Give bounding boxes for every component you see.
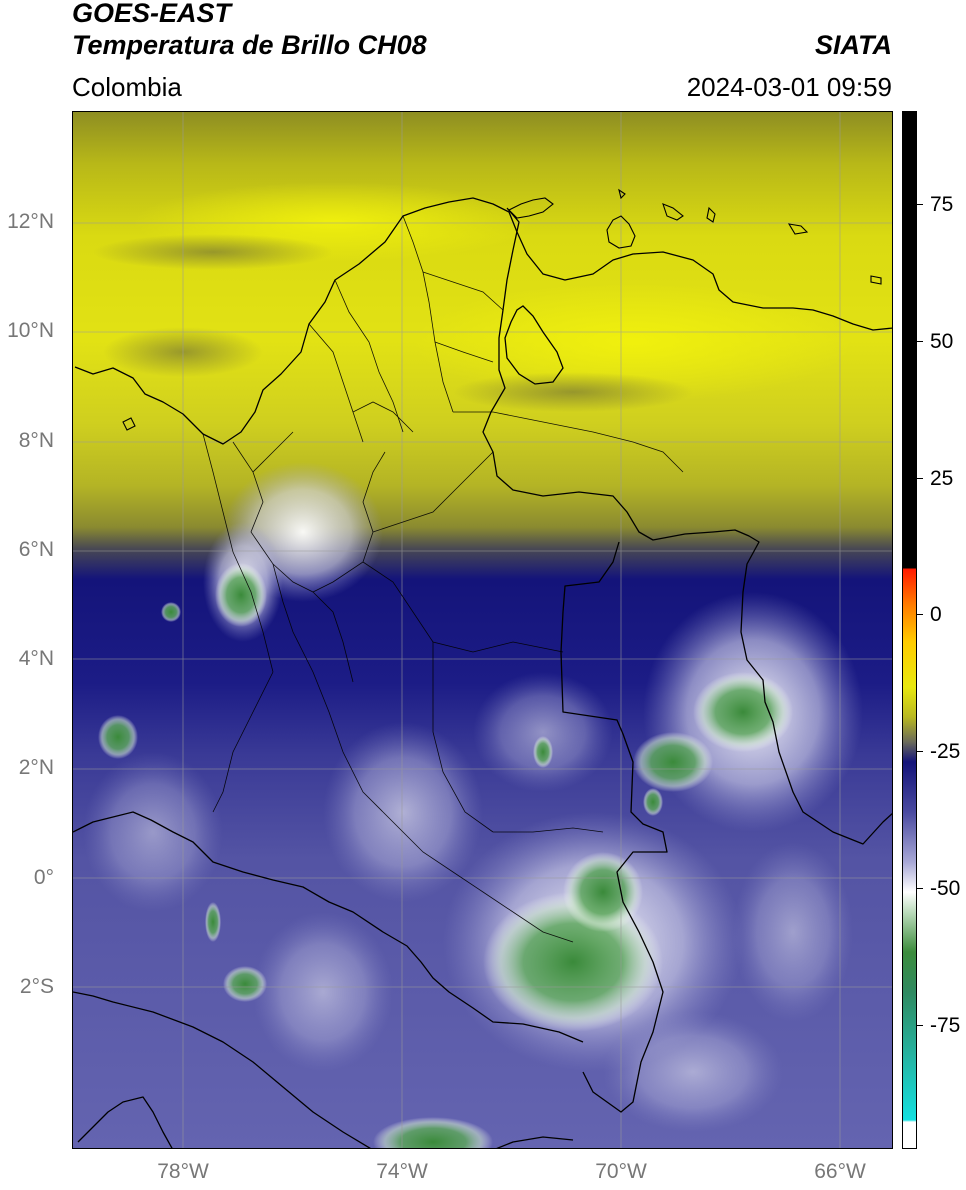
colorbar-label-75: 75: [930, 193, 954, 216]
lon-label-78w: 78°W: [157, 1160, 209, 1183]
lat-label-12n: 12°N: [7, 210, 54, 233]
colorbar-tick: [917, 204, 923, 205]
colorbar-tick: [917, 888, 923, 889]
colorbar-label-neg50: -50: [930, 877, 961, 900]
colorbar-tick: [917, 751, 923, 752]
colorbar-tick: [917, 1025, 923, 1026]
colorbar-label-25: 25: [930, 467, 954, 490]
lon-label-74w: 74°W: [376, 1160, 428, 1183]
colorbar-label-0: 0: [930, 603, 942, 626]
lat-label-10n: 10°N: [7, 319, 54, 342]
colorbar-label-neg75: -75: [930, 1014, 961, 1037]
lat-label-0: 0°: [33, 866, 54, 889]
lat-label-8n: 8°N: [18, 429, 54, 452]
colorbar-tick: [917, 341, 923, 342]
satellite-title: GOES-EAST: [72, 0, 232, 28]
islands: [122, 188, 882, 431]
colorbar-tick: [917, 614, 923, 615]
brand-label: SIATA: [815, 30, 892, 60]
colorbar: [902, 111, 917, 1149]
lat-label-2s: 2°S: [19, 975, 54, 998]
colorbar-tick: [917, 478, 923, 479]
colorbar-label-neg25: -25: [930, 740, 961, 763]
region-label: Colombia: [72, 72, 182, 102]
lat-label-2n: 2°N: [18, 756, 54, 779]
lake-maracaibo: [504, 305, 564, 385]
lon-label-70w: 70°W: [595, 1160, 647, 1183]
satellite-map: [72, 111, 893, 1149]
department-borders: [202, 215, 684, 943]
product-title: Temperatura de Brillo CH08: [72, 30, 427, 60]
gridlines: [73, 112, 892, 1148]
lon-label-66w: 66°W: [814, 1160, 866, 1183]
timestamp-label: 2024-03-01 09:59: [686, 72, 892, 102]
lat-label-4n: 4°N: [18, 647, 54, 670]
country-borders: [73, 197, 892, 1148]
cloud-features: [83, 182, 863, 1148]
lat-label-6n: 6°N: [18, 538, 54, 561]
colorbar-label-50: 50: [930, 330, 954, 353]
